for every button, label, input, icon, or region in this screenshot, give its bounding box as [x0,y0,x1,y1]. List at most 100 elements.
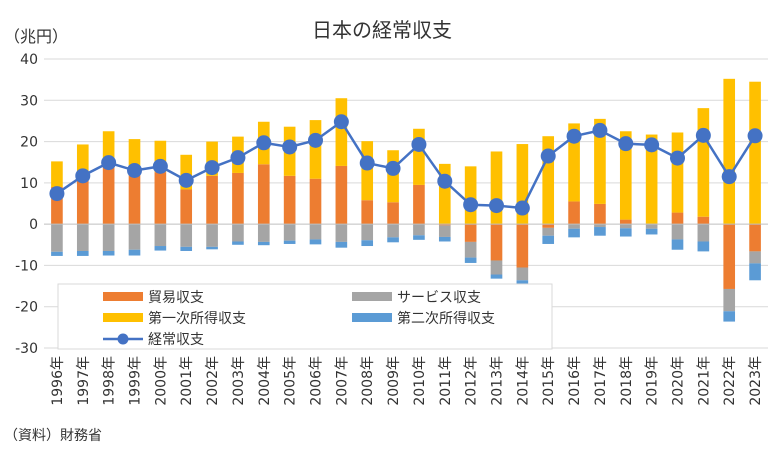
bar-s3-16 [464,257,477,263]
x-tick-label: 2005年 [283,356,299,406]
bar-s2-1 [76,144,89,174]
x-tick-label: 2019年 [645,356,661,406]
bar-s0-11 [335,165,348,225]
x-tick-label: 2016年 [567,356,583,406]
bar-s0-14 [413,184,425,225]
bar-s0-3 [128,165,141,225]
legend-swatch-2 [103,313,143,322]
bar-s0-19 [542,224,555,228]
bar-s2-10 [309,120,322,179]
bar-s1-22 [619,224,632,229]
bar-s3-12 [361,240,374,247]
bar-s2-6 [206,141,218,176]
y-tick-label: 20 [20,135,38,151]
line-point-3 [127,162,142,178]
bar-s2-23 [645,134,658,224]
bar-s0-5 [180,189,193,225]
x-tick-label: 1999年 [128,356,144,406]
line-point-18 [514,200,530,216]
legend-label-4: 経常収支 [148,332,204,348]
line-point-23 [644,137,660,153]
bar-s0-6 [206,175,218,225]
bar-s2-13 [387,150,399,203]
bar-s2-26 [723,78,736,225]
x-axis-ticks: 1996年 1997年 1998年 1999年 2000年 2001年 2002年 2003年… [50,356,764,406]
bar-s1-16 [464,241,477,258]
bar-s0-27 [749,224,761,252]
y-axis-unit-label: （兆円） [4,27,68,46]
bar-s0-9 [283,175,296,225]
line-point-24 [670,150,685,166]
bar-s3-5 [180,246,193,251]
bar-s2-24 [671,132,684,213]
bar-s3-14 [413,235,425,240]
line-point-0 [49,186,65,202]
bar-s3-13 [387,237,399,243]
bar-s1-25 [697,224,710,242]
bar-s2-14 [413,128,425,185]
line-point-27 [747,128,763,144]
bar-s3-22 [619,228,632,237]
y-tick-label: 10 [20,176,38,192]
x-tick-label: 2010年 [412,356,428,406]
bar-s1-9 [283,224,296,241]
bar-s2-27 [749,81,761,225]
bar-s1-18 [516,267,529,281]
bar-s2-19 [542,136,555,225]
bar-s3-9 [283,240,296,244]
bar-s1-5 [180,224,193,247]
bar-s3-26 [723,311,736,322]
bar-s1-14 [413,224,425,236]
bar-s2-17 [490,151,503,225]
bar-s3-2 [102,250,115,256]
bar-s1-15 [438,225,451,237]
bar-s3-4 [154,246,167,251]
bar-s3-6 [206,246,218,250]
bar-s3-1 [76,250,89,256]
bar-s0-7 [232,172,244,225]
x-tick-label: 2018年 [619,356,635,406]
bar-s1-27 [749,251,761,264]
bar-s3-17 [490,274,503,279]
x-tick-label: 2011年 [438,356,454,406]
y-tick-label: 0 [29,217,38,233]
bar-s1-13 [387,224,399,238]
bar-s3-10 [309,239,322,245]
x-tick-label: 2006年 [309,356,325,406]
bar-s0-26 [723,224,736,289]
line-point-17 [489,198,504,214]
bar-s3-24 [671,239,684,250]
x-tick-label: 2023年 [748,356,764,406]
line-point-14 [411,136,427,152]
bar-s1-17 [490,260,503,275]
bar-s3-8 [257,241,270,246]
bar-s2-2 [102,131,115,159]
x-tick-label: 2007年 [334,356,350,406]
bar-s3-3 [128,249,141,256]
line-point-16 [463,197,479,213]
x-tick-label: 1998年 [102,356,118,406]
line-point-12 [359,155,375,171]
line-point-15 [437,173,453,189]
bar-s2-3 [128,139,141,166]
bar-s0-2 [102,158,115,225]
x-tick-label: 1996年 [50,356,66,406]
bar-s0-4 [154,172,167,225]
y-tick-label: 30 [20,93,38,109]
line-path [56,119,757,210]
legend-swatch-3 [352,313,392,322]
bar-s2-15 [438,163,451,225]
bar-s2-21 [594,118,606,204]
y-tick-label: 40 [20,52,38,68]
bar-s2-18 [516,144,529,225]
line-point-10 [308,132,323,148]
line-point-6 [204,160,220,176]
bar-s3-21 [594,227,606,236]
bar-s3-0 [51,251,63,256]
line-point-9 [282,139,298,155]
legend-label-3: 第二次所得収支 [397,310,495,327]
bar-s0-25 [697,216,710,225]
x-tick-label: 2014年 [515,356,531,406]
bar-s0-16 [464,224,477,242]
